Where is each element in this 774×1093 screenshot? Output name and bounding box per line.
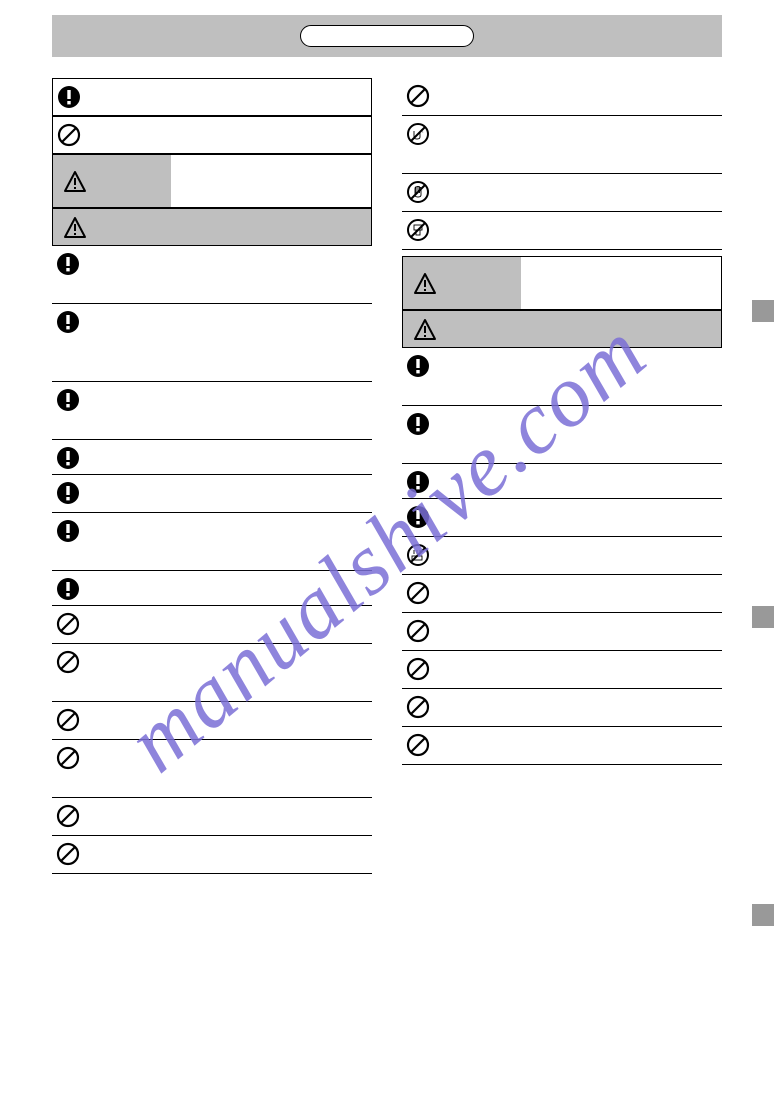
mandatory-icon: [56, 481, 80, 505]
warning-icon: [413, 272, 437, 296]
mandatory-icon: [406, 470, 430, 494]
side-tab-1: [752, 300, 774, 322]
instruction-row: [402, 613, 722, 651]
warning-split-box: [52, 154, 372, 208]
side-tab-3: [752, 904, 774, 926]
prohibit-icon: [56, 612, 80, 636]
instruction-row: [52, 798, 372, 836]
instruction-row: [52, 702, 372, 740]
prohibit-icon: [56, 842, 80, 866]
instruction-row: [52, 740, 372, 798]
mandatory-icon: [406, 354, 430, 378]
side-tab-2: [752, 606, 774, 628]
instruction-row: [402, 651, 722, 689]
instruction-row: [52, 440, 372, 475]
mandatory-icon: [56, 388, 80, 412]
mandatory-icon: [56, 252, 80, 276]
warning-shaded-cell: [403, 257, 521, 309]
prohibit_touch-icon: [406, 180, 430, 204]
instruction-row: [402, 406, 722, 464]
instruction-row: [52, 644, 372, 702]
warning-full-box: [52, 208, 372, 246]
instruction-row: [52, 475, 372, 513]
warning-icon: [413, 318, 437, 342]
warning-full-box: [402, 310, 722, 348]
instruction-row: [52, 836, 372, 874]
instruction-row: [52, 606, 372, 644]
warning-shaded-cell: [53, 155, 171, 207]
instruction-row: [402, 727, 722, 765]
instruction-row: [52, 571, 372, 606]
mandatory-icon: [406, 412, 430, 436]
left-column: [52, 78, 372, 874]
prohibit-icon: [406, 657, 430, 681]
prohibit_water-icon: [406, 543, 430, 567]
instruction-row: [402, 575, 722, 613]
instruction-row: [52, 246, 372, 304]
mandatory-icon: [406, 505, 430, 529]
instruction-row: [402, 689, 722, 727]
header-title-pill: [300, 25, 474, 47]
prohibit-icon: [406, 733, 430, 757]
instruction-row: [52, 382, 372, 440]
prohibit-icon: [406, 581, 430, 605]
right-column: [402, 78, 722, 765]
prohibit-icon: [56, 746, 80, 770]
prohibit-icon: [57, 123, 81, 147]
instruction-row: [402, 116, 722, 174]
mandatory-icon: [56, 577, 80, 601]
instruction-row: [402, 212, 722, 250]
prohibit_disassemble-icon: [406, 218, 430, 242]
prohibit-icon: [406, 84, 430, 108]
prohibit-icon: [406, 619, 430, 643]
instruction-row: [402, 499, 722, 537]
warning-split-box: [402, 256, 722, 310]
instruction-row: [402, 537, 722, 575]
prohibit-icon: [56, 804, 80, 828]
prohibit-icon: [56, 650, 80, 674]
boxed-row: [52, 78, 372, 116]
warning-icon: [63, 216, 87, 240]
warning-icon: [63, 170, 87, 194]
instruction-row: [402, 78, 722, 116]
instruction-row: [52, 304, 372, 382]
mandatory-icon: [57, 85, 81, 109]
instruction-row: [52, 513, 372, 571]
mandatory-icon: [56, 446, 80, 470]
mandatory-icon: [56, 519, 80, 543]
instruction-row: [402, 464, 722, 499]
page-header: [52, 15, 722, 57]
prohibit-icon: [406, 695, 430, 719]
instruction-row: [402, 174, 722, 212]
prohibit-icon: [56, 708, 80, 732]
instruction-row: [402, 348, 722, 406]
prohibit_wet-icon: [406, 122, 430, 146]
mandatory-icon: [56, 310, 80, 334]
boxed-row: [52, 116, 372, 154]
